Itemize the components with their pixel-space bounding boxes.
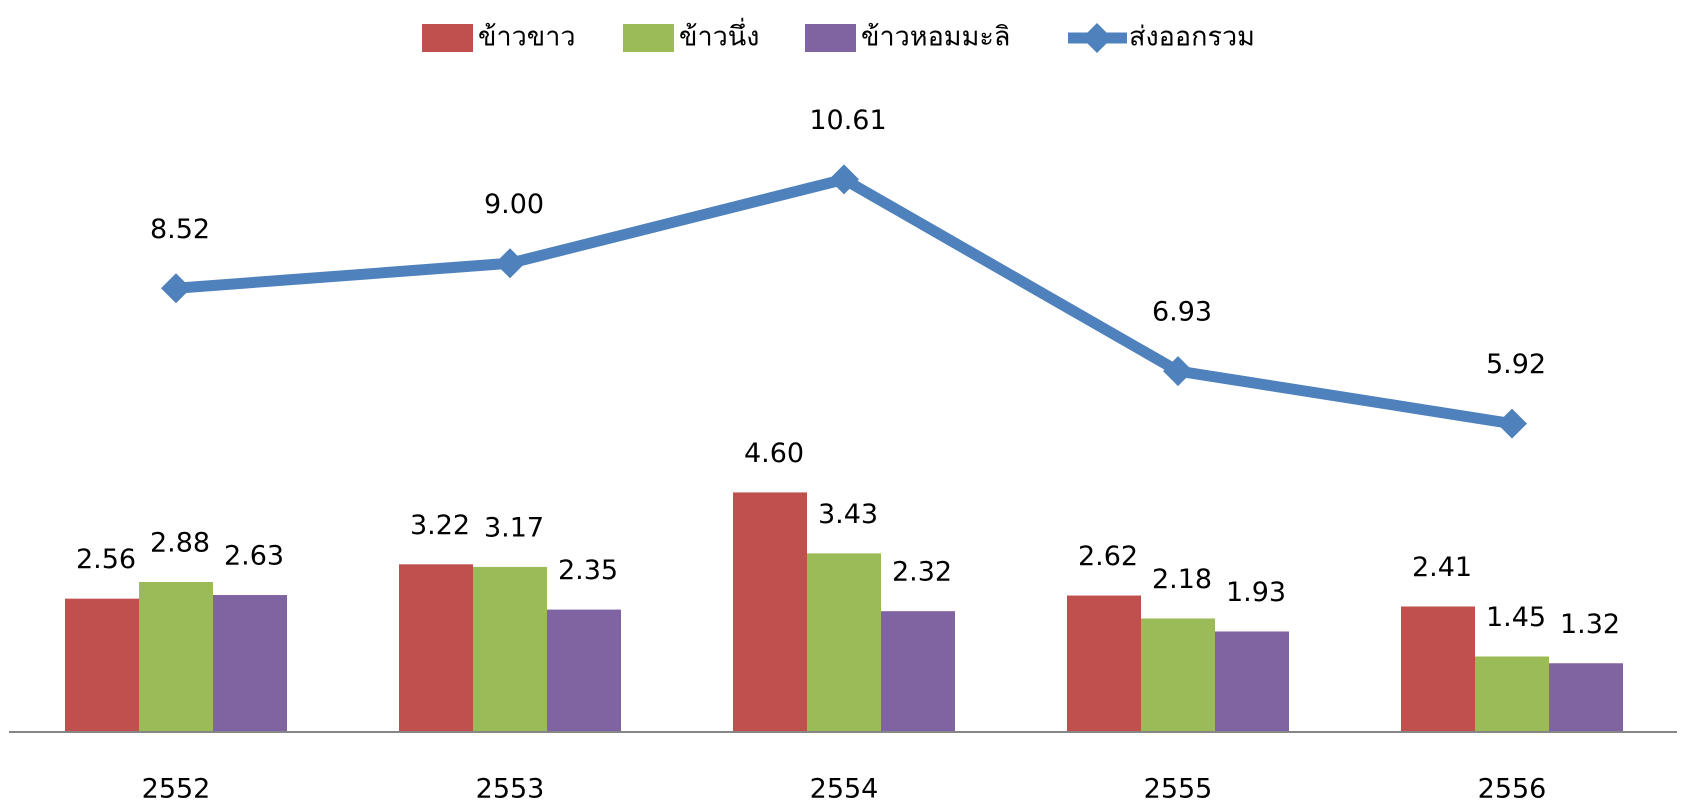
x-tick-label: 2553 (476, 774, 545, 805)
data-label: 2.18 (1152, 564, 1212, 595)
line (175, 173, 1513, 430)
data-label: 1.45 (1486, 602, 1546, 633)
bar (65, 598, 139, 732)
data-label: 2.88 (150, 528, 210, 559)
bar (733, 492, 807, 732)
marker (829, 164, 859, 195)
bar (1141, 618, 1215, 732)
data-label: 5.92 (1486, 349, 1546, 380)
legend-label: ข้าวหอมมะลิ (861, 22, 1010, 53)
marker (495, 248, 525, 279)
bar (807, 553, 881, 732)
data-label: 1.32 (1560, 609, 1620, 640)
x-tick-label: 2552 (142, 774, 211, 805)
legend-swatch (422, 24, 473, 52)
bar (399, 564, 473, 732)
bar (1215, 631, 1289, 732)
bar (1475, 656, 1549, 732)
bar (1401, 606, 1475, 732)
data-label: 2.32 (892, 557, 952, 588)
bar (139, 582, 213, 732)
legend-label: ข้าวนึ่ง (679, 18, 759, 53)
data-label: 10.61 (809, 105, 886, 136)
legend-swatch (805, 24, 856, 52)
marker (1497, 408, 1527, 439)
data-label: 2.62 (1078, 541, 1138, 572)
bar (1067, 595, 1141, 732)
data-label: 2.35 (558, 555, 618, 586)
data-label: 2.63 (224, 541, 284, 572)
legend-swatch (623, 24, 674, 52)
x-tick-label: 2555 (1144, 774, 1213, 805)
data-label: 8.52 (150, 214, 210, 245)
data-label: 2.56 (76, 544, 136, 575)
legend-swatch (1082, 23, 1112, 53)
data-label: 3.43 (818, 499, 878, 530)
data-label: 2.41 (1412, 552, 1472, 583)
data-label: 4.60 (744, 438, 804, 469)
marker (1163, 356, 1193, 387)
x-tick-label: 2554 (810, 774, 879, 805)
data-label: 1.93 (1226, 577, 1286, 608)
bar (881, 611, 955, 732)
legend-label: ส่งออกรวม (1129, 22, 1255, 53)
data-label: 3.22 (410, 510, 470, 541)
data-label: 3.17 (484, 512, 544, 543)
data-label: 9.00 (484, 189, 544, 220)
x-tick-label: 2556 (1478, 774, 1547, 805)
bar (547, 609, 621, 732)
legend-label: ข้าวขาว (478, 22, 576, 53)
bar (213, 595, 287, 732)
data-label: 6.93 (1152, 297, 1212, 328)
bar (473, 566, 547, 732)
marker (161, 273, 191, 304)
bar (1549, 663, 1623, 732)
